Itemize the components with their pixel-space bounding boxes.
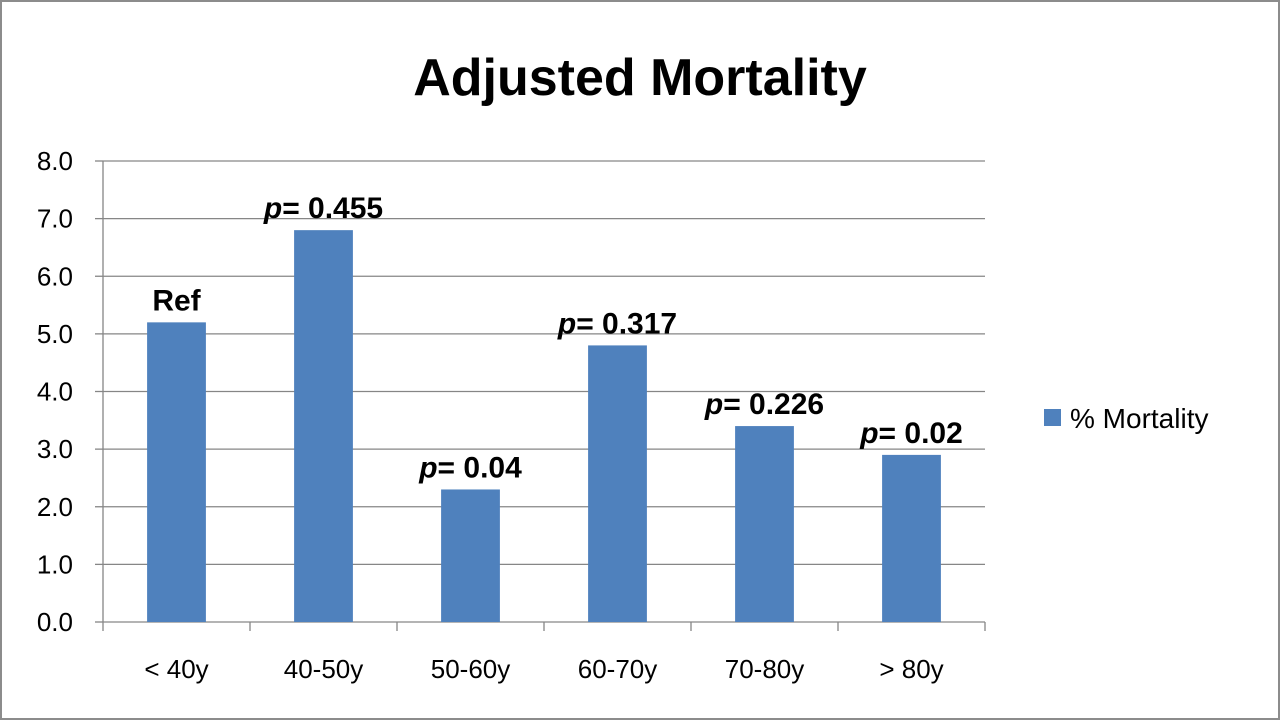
data-labels: Ref p= 0.455 p= 0.04 p= 0.317 p= 0.226 p= 0.0… xyxy=(152,192,962,484)
y-tick-label: 6.0 xyxy=(37,261,73,291)
bar xyxy=(588,345,647,622)
bar xyxy=(294,230,353,622)
y-tick-label: 3.0 xyxy=(37,434,73,464)
bars xyxy=(147,230,941,622)
y-tick-label: 7.0 xyxy=(37,204,73,234)
x-tick-label: 50-60y xyxy=(431,654,511,684)
bar xyxy=(882,454,941,622)
x-tick-label: 60-70y xyxy=(578,654,658,684)
gridlines xyxy=(103,160,985,566)
chart-title: Adjusted Mortality xyxy=(413,49,867,107)
axes: 0.0 1.0 2.0 3.0 4.0 5.0 6.0 7.0 8.0 < 40y 40-50y 50… xyxy=(37,146,986,684)
y-tick-label: 1.0 xyxy=(37,549,73,579)
y-tick-label: 4.0 xyxy=(37,377,73,407)
x-tick-label: < 40y xyxy=(144,654,208,684)
data-label: p= 0.455 xyxy=(263,192,383,225)
x-tick-label: > 80y xyxy=(879,654,943,684)
bar xyxy=(441,489,500,622)
bar xyxy=(735,426,794,622)
data-label: p= 0.226 xyxy=(704,388,824,421)
x-tick-label: 70-80y xyxy=(725,654,805,684)
legend-swatch xyxy=(1044,409,1061,426)
y-tick-label: 0.0 xyxy=(37,607,73,637)
data-label: p= 0.02 xyxy=(859,417,963,450)
data-label: p= 0.317 xyxy=(557,307,677,340)
y-tick-label: 5.0 xyxy=(37,319,73,349)
y-tick-label: 2.0 xyxy=(37,492,73,522)
x-tick-label: 40-50y xyxy=(284,654,364,684)
bar xyxy=(147,322,206,622)
legend-label: % Mortality xyxy=(1070,403,1208,434)
data-label: Ref xyxy=(152,284,201,317)
legend: % Mortality xyxy=(1044,403,1208,434)
y-tick-label: 8.0 xyxy=(37,146,73,176)
data-label: p= 0.04 xyxy=(418,451,522,484)
